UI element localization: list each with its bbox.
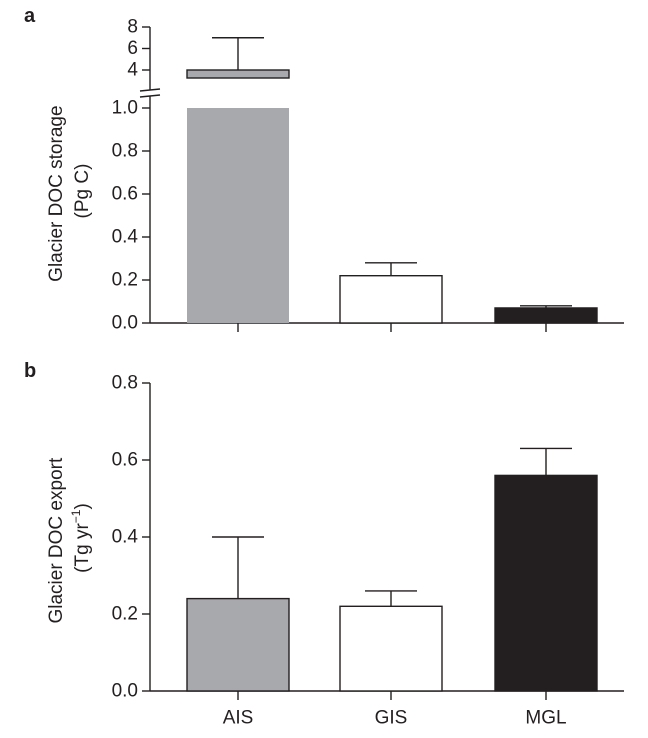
panel-a-bar	[494, 307, 598, 324]
panel-a-y-tick-label: 0.0	[112, 313, 138, 334]
panel-a-axis-break-mark	[139, 94, 161, 98]
panel-a-bars	[186, 37, 598, 324]
panel-b-category-label: MGL	[525, 708, 566, 729]
panel-b-ylabel: Glacier DOC export (Tg yr−1)	[46, 452, 93, 623]
panel-a-axis-break-mark	[139, 88, 161, 92]
panel-b-category-label: AIS	[223, 708, 254, 729]
panel-b-chart: b Glacier DOC export (Tg yr−1) 0.0 0.2 0.4…	[24, 360, 624, 729]
panel-a-y-tick-label: 0.4	[112, 227, 139, 248]
panel-a-y-tick-label: 6	[127, 38, 138, 59]
panel-b-ylabel-line2: (Tg yr−1)	[69, 503, 93, 573]
panel-a-y-tick-label: 0.2	[112, 270, 138, 291]
panel-a-y-tick-label: 4	[127, 60, 138, 81]
panel-a-ylabel: Glacier DOC storage (Pg C)	[46, 100, 93, 282]
panel-a-y-tick-label: 8	[127, 17, 138, 38]
panel-b-ylabel-unit: (Tg yr	[72, 523, 93, 573]
panel-b-letter: b	[24, 360, 36, 382]
panel-b-bar	[339, 605, 443, 692]
panel-b-category-labels: AIS GIS MGL	[223, 708, 567, 729]
panel-b-y-tick-label: 0.4	[112, 527, 139, 548]
panel-a-bar-upper	[186, 69, 290, 79]
panel-b-y-tick-label: 0.2	[112, 604, 138, 625]
panel-b-y-tick-label: 0.0	[112, 681, 138, 702]
panel-b-bar	[494, 474, 598, 692]
panel-a-chart: a Glacier DOC storage (Pg C) 0.0 0.2 0.4 0.…	[24, 5, 624, 334]
panel-b-bar	[186, 597, 290, 692]
panel-a-y-tick-label: 1.0	[112, 98, 138, 119]
panel-b-ylabel-line1: Glacier DOC export	[46, 457, 67, 623]
panel-a-bar	[339, 275, 443, 324]
panel-b-ylabel-close: )	[72, 503, 93, 509]
panel-a-y-tick-label: 0.6	[112, 184, 138, 205]
panel-a-letter: a	[24, 5, 36, 27]
panel-a-y-tick-label: 0.8	[112, 141, 138, 162]
panel-b-y-tick-label: 0.8	[112, 373, 138, 394]
panel-b-axes: 0.0 0.2 0.4 0.6 0.8	[112, 373, 624, 702]
panel-b-ylabel-sup: −1	[69, 509, 83, 523]
panel-a-bar-lower	[187, 108, 289, 323]
panel-b-y-tick-label: 0.6	[112, 450, 138, 471]
panel-b-bars	[186, 447, 598, 692]
panel-a-ylabel-line1: Glacier DOC storage	[46, 105, 67, 281]
panel-b-category-label: GIS	[375, 708, 408, 729]
panel-a-ylabel-line2: (Pg C)	[72, 164, 93, 219]
